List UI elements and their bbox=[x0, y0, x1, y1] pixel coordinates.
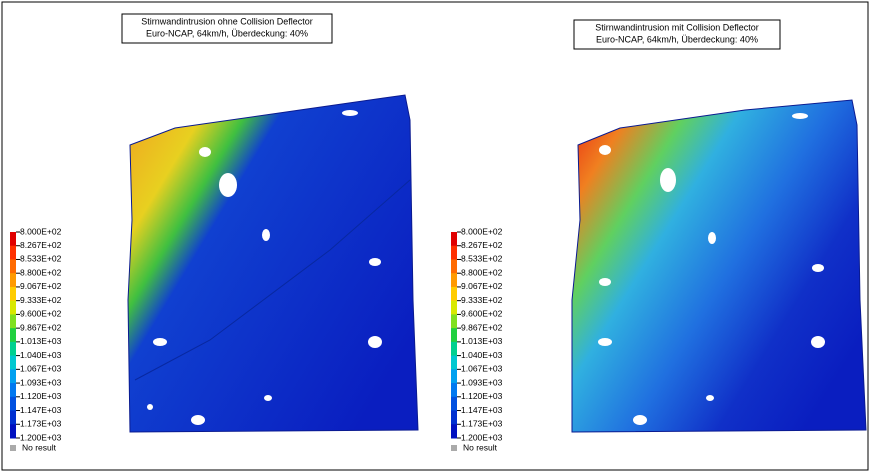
legend-swatch bbox=[451, 424, 457, 438]
legend-swatch bbox=[451, 328, 457, 342]
legend-label: 8.000E+02 bbox=[20, 226, 62, 236]
legend-swatch bbox=[451, 287, 457, 301]
legend-label: 8.533E+02 bbox=[20, 254, 62, 264]
legend-label: 1.040E+03 bbox=[461, 350, 503, 360]
legend-label: 1.200E+03 bbox=[20, 432, 62, 442]
legend-swatch bbox=[10, 287, 16, 301]
legend-swatch bbox=[451, 383, 457, 397]
no-result-label: No result bbox=[22, 442, 57, 452]
legend-label: 1.013E+03 bbox=[461, 336, 503, 346]
legend-swatch bbox=[451, 314, 457, 328]
legend-label: 9.867E+02 bbox=[461, 322, 503, 332]
legend-label: 1.093E+03 bbox=[20, 377, 62, 387]
legend-swatch bbox=[10, 383, 16, 397]
legend-label: 8.533E+02 bbox=[461, 254, 503, 264]
legend-label: 8.800E+02 bbox=[461, 267, 503, 277]
legend-label: 9.333E+02 bbox=[20, 295, 62, 305]
legend-label: 1.173E+03 bbox=[461, 419, 503, 429]
title-line: Euro-NCAP, 64km/h, Überdeckung: 40% bbox=[596, 34, 758, 44]
legend-swatch bbox=[10, 232, 16, 246]
legend-swatch bbox=[10, 411, 16, 425]
plate-left bbox=[128, 95, 418, 432]
legend-label: 9.600E+02 bbox=[461, 309, 503, 319]
legend-swatch bbox=[10, 342, 16, 356]
no-result-swatch bbox=[10, 445, 16, 451]
legend-label: 1.067E+03 bbox=[461, 364, 503, 374]
legend-swatch bbox=[10, 314, 16, 328]
legend-swatch bbox=[451, 273, 457, 287]
plate-right bbox=[572, 100, 866, 432]
legend-swatch bbox=[10, 369, 16, 383]
legend-label: 1.093E+03 bbox=[461, 377, 503, 387]
legend-swatch bbox=[451, 232, 457, 246]
legend-swatch bbox=[451, 356, 457, 370]
legend-label: 9.867E+02 bbox=[20, 322, 62, 332]
legend-swatch bbox=[451, 246, 457, 260]
no-result-swatch bbox=[451, 445, 457, 451]
legend-swatch bbox=[10, 328, 16, 342]
legend-swatch bbox=[10, 259, 16, 273]
legend-swatch bbox=[451, 397, 457, 411]
legend-label: 1.173E+03 bbox=[20, 419, 62, 429]
no-result-label: No result bbox=[463, 442, 498, 452]
legend-swatch bbox=[451, 411, 457, 425]
legend-swatch bbox=[10, 424, 16, 438]
title-line: Euro-NCAP, 64km/h, Überdeckung: 40% bbox=[146, 28, 308, 38]
legend-label: 1.147E+03 bbox=[461, 405, 503, 415]
legend-label: 1.040E+03 bbox=[20, 350, 62, 360]
legend-label: 8.800E+02 bbox=[20, 267, 62, 277]
legend-swatch bbox=[10, 356, 16, 370]
legend-swatch bbox=[10, 397, 16, 411]
legend-swatch bbox=[10, 301, 16, 315]
legend-swatch bbox=[451, 369, 457, 383]
legend-swatch bbox=[451, 342, 457, 356]
legend-label: 1.120E+03 bbox=[20, 391, 62, 401]
legend-label: 1.200E+03 bbox=[461, 432, 503, 442]
legend-swatch bbox=[10, 246, 16, 260]
legend-label: 9.067E+02 bbox=[461, 281, 503, 291]
legend-label: 9.600E+02 bbox=[20, 309, 62, 319]
screenshot: Stirnwandintrusion ohne Collision Deflec… bbox=[0, 0, 871, 475]
legend-label: 9.333E+02 bbox=[461, 295, 503, 305]
title-line: Stirnwandintrusion ohne Collision Deflec… bbox=[141, 16, 313, 26]
legend-label: 1.147E+03 bbox=[20, 405, 62, 415]
legend-label: 1.067E+03 bbox=[20, 364, 62, 374]
legend-label: 8.000E+02 bbox=[461, 226, 503, 236]
legend-label: 1.120E+03 bbox=[461, 391, 503, 401]
legend-label: 9.067E+02 bbox=[20, 281, 62, 291]
title-line: Stirnwandintrusion mit Collision Deflect… bbox=[595, 22, 759, 32]
legend-label: 8.267E+02 bbox=[461, 240, 503, 250]
legend-label: 8.267E+02 bbox=[20, 240, 62, 250]
legend-swatch bbox=[451, 259, 457, 273]
legend-label: 1.013E+03 bbox=[20, 336, 62, 346]
legend-swatch bbox=[451, 301, 457, 315]
legend-swatch bbox=[10, 273, 16, 287]
